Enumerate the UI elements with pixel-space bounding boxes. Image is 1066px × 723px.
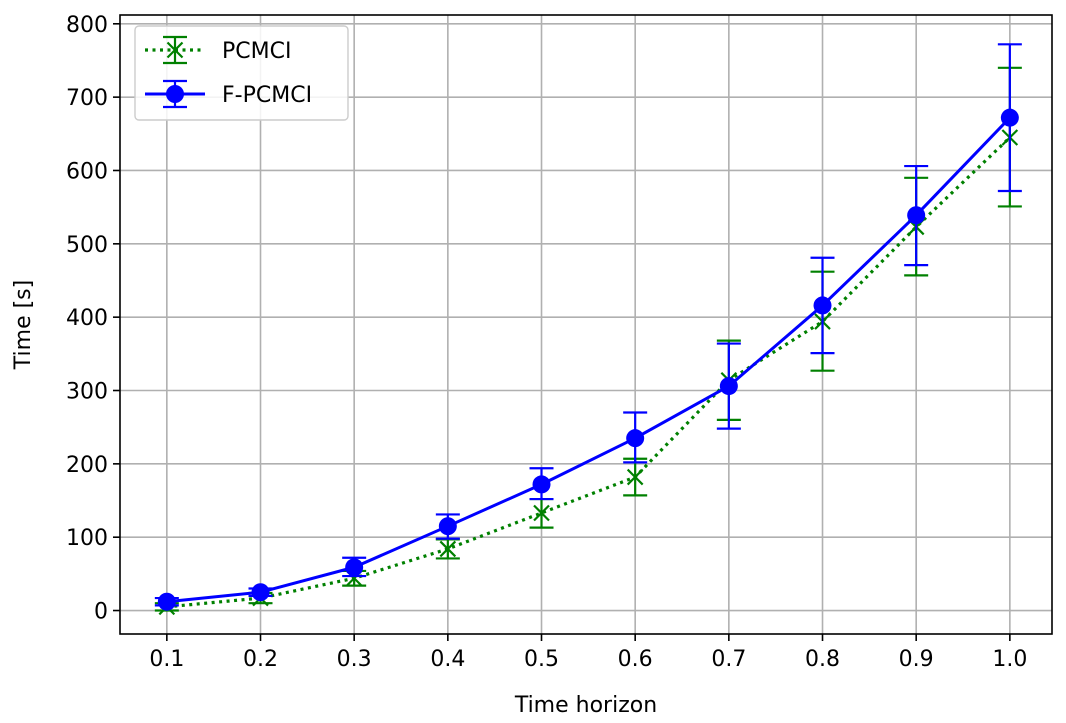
grid-lines <box>120 15 1052 634</box>
y-tick-label: 200 <box>66 453 108 478</box>
data-point <box>166 85 184 103</box>
y-tick-label: 500 <box>66 233 108 258</box>
y-tick-label: 300 <box>66 380 108 405</box>
x-tick-label: 0.7 <box>711 647 746 672</box>
x-tick-label: 0.6 <box>618 647 653 672</box>
series-layer <box>154 43 1022 616</box>
data-point <box>439 540 457 558</box>
legend-entry: F-PCMCI <box>145 79 312 109</box>
data-point <box>719 377 738 396</box>
data-point <box>626 429 645 448</box>
x-tick-label: 0.5 <box>524 647 559 672</box>
y-tick-label: 600 <box>66 159 108 184</box>
data-point <box>907 206 926 225</box>
series-line <box>166 116 1011 604</box>
x-tick-label: 0.9 <box>899 647 934 672</box>
data-point <box>157 592 176 611</box>
y-tick-label: 0 <box>94 600 108 625</box>
y-tick-label: 100 <box>66 526 108 551</box>
legend: PCMCI F-PCMCI <box>134 25 349 121</box>
legend-label: PCMCI <box>222 39 291 64</box>
data-point <box>345 558 364 577</box>
legend-label: F-PCMCI <box>222 83 312 108</box>
marker-stroke <box>166 41 184 59</box>
y-tick-label: 400 <box>66 306 108 331</box>
data-point <box>438 517 457 536</box>
x-tick-label: 0.4 <box>430 647 465 672</box>
series-f-pcmci <box>154 43 1022 611</box>
marker-stroke <box>626 468 644 486</box>
marker-stroke <box>533 504 550 522</box>
data-point <box>813 296 832 315</box>
x-axis-title: Time horizon <box>514 693 657 718</box>
axis-ticks: 0.1 0.2 0.3 0.4 0.5 0.6 0.7 0.8 0.9 1.0 0 100 200 300… <box>66 13 1027 672</box>
legend-box <box>134 25 349 121</box>
y-tick-label: 800 <box>66 13 108 38</box>
x-tick-label: 0.8 <box>805 647 840 672</box>
data-point <box>251 583 270 602</box>
y-axis-title: Time [s] <box>11 280 36 370</box>
data-point <box>166 41 184 59</box>
x-tick-label: 0.3 <box>337 647 372 672</box>
x-tick-label: 0.1 <box>149 647 184 672</box>
legend-entry: PCMCI <box>145 35 291 65</box>
data-point <box>1000 108 1019 127</box>
x-tick-label: 0.2 <box>243 647 278 672</box>
marker-stroke <box>439 540 457 558</box>
axes-frame <box>119 14 1053 635</box>
data-point <box>626 468 644 486</box>
y-tick-label: 700 <box>66 86 108 111</box>
x-tick-label: 1.0 <box>992 647 1027 672</box>
data-point <box>532 475 551 494</box>
data-point <box>533 504 550 522</box>
